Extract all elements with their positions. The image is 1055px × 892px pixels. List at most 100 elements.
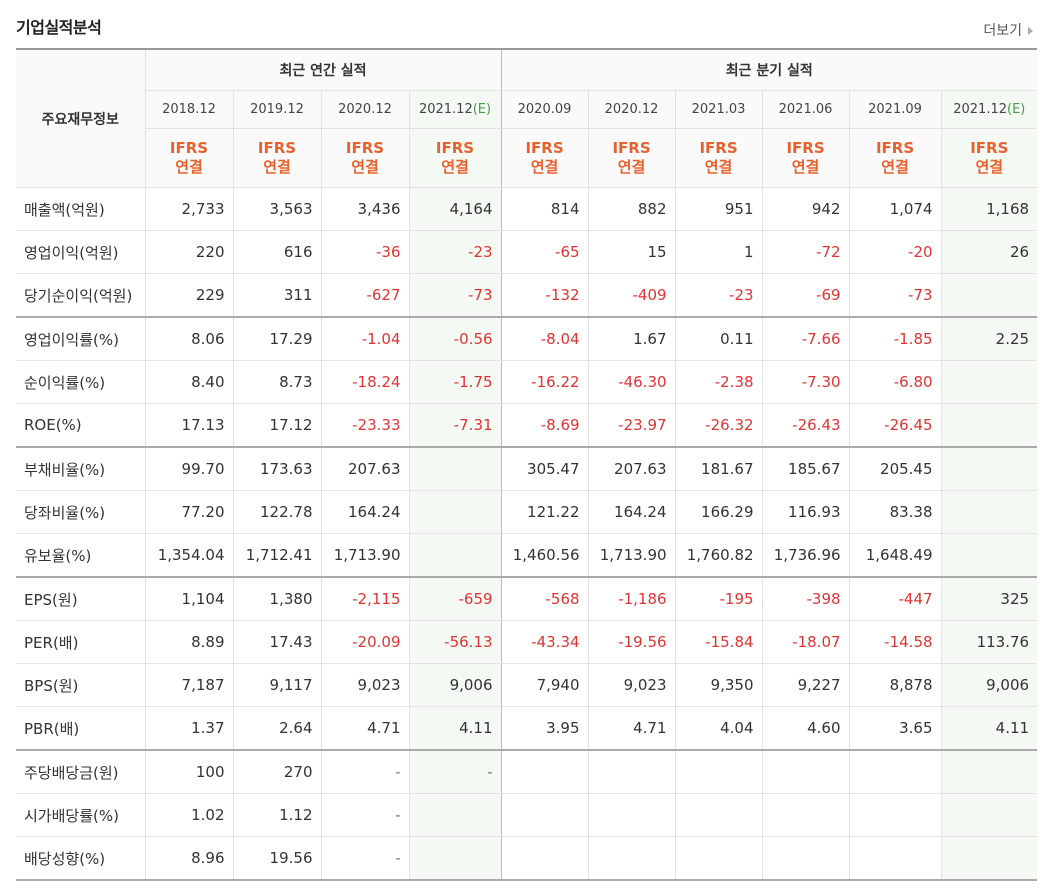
table-cell: -23.33 xyxy=(320,403,409,448)
row-label: 영업이익률(%) xyxy=(16,317,145,361)
table-cell: 1,460.56 xyxy=(500,533,589,578)
table-cell: -26.45 xyxy=(848,403,942,448)
table-cell: 1,168 xyxy=(940,187,1038,231)
table-cell xyxy=(587,750,676,794)
table-cell: -23 xyxy=(674,273,763,318)
ifrs-label: IFRS xyxy=(699,139,738,157)
period-header: 2020.09 xyxy=(500,90,589,129)
table-cell: -8.69 xyxy=(500,403,589,448)
table-cell: 164.24 xyxy=(320,490,409,534)
table-cell: 270 xyxy=(232,750,321,794)
more-link[interactable]: 더보기 xyxy=(983,20,1033,40)
table-cell xyxy=(674,750,763,794)
table-cell: 2.25 xyxy=(940,317,1038,361)
table-cell: 9,117 xyxy=(232,663,321,707)
table-cell: 4.60 xyxy=(761,706,850,751)
table-cell: -16.22 xyxy=(500,360,589,404)
consolidated-label: 연결 xyxy=(791,158,820,176)
table-cell: 1,712.41 xyxy=(232,533,321,578)
table-cell: 113.76 xyxy=(940,620,1038,664)
table-cell: -14.58 xyxy=(848,620,942,664)
table-row: EPS(원) 1,104 1,380 -2,115 -659 -568 -1,186 -195… xyxy=(16,577,1038,621)
table-row: PER(배) 8.89 17.43 -20.09 -56.13 -43.34 -19.56-… xyxy=(16,620,1038,664)
period-label: 2019.12 xyxy=(250,102,304,117)
table-cell: 1.67 xyxy=(587,317,676,361)
table-cell: -1.75 xyxy=(408,360,502,404)
ifrs-header: IFRS 연결 xyxy=(848,128,942,188)
table-cell: 207.63 xyxy=(587,447,676,491)
table-cell: 1,648.49 xyxy=(848,533,942,578)
table-cell: 8,878 xyxy=(848,663,942,707)
table-cell: 1,380 xyxy=(232,577,321,621)
ifrs-header: IFRS 연결 xyxy=(940,128,1038,188)
period-header: 2021.06 xyxy=(761,90,850,129)
table-cell xyxy=(940,490,1038,534)
table-cell: -132 xyxy=(500,273,589,318)
table-row: 당좌비율(%) 77.20 122.78 164.24 121.22 164.24 166.… xyxy=(16,490,1038,534)
ifrs-header: IFRS 연결 xyxy=(761,128,850,188)
table-cell: -1.85 xyxy=(848,317,942,361)
table-cell: 4.71 xyxy=(320,706,409,751)
period-label: 2021.06 xyxy=(778,102,833,117)
table-cell: -20 xyxy=(848,230,942,274)
table-cell: -73 xyxy=(848,273,942,318)
table-cell: 9,006 xyxy=(940,663,1038,707)
consolidated-label: 연결 xyxy=(175,158,203,176)
table-cell: -18.24 xyxy=(320,360,409,404)
row-label: 배당성향(%) xyxy=(16,836,145,881)
table-row: 영업이익(억원) 220 616 -36 -23 -65 15 1 -72 -20 26 xyxy=(16,230,1038,274)
ifrs-label: IFRS xyxy=(970,139,1009,157)
table-cell xyxy=(674,793,763,837)
table-cell: -65 xyxy=(500,230,589,274)
group-annual-header: 최근 연간 실적 xyxy=(144,48,502,91)
table-cell xyxy=(940,403,1038,448)
table-cell: -72 xyxy=(761,230,850,274)
table-cell xyxy=(500,793,589,837)
ifrs-header: IFRS 연결 xyxy=(674,128,763,188)
table-cell: 19.56 xyxy=(232,836,321,881)
table-cell: -56.13 xyxy=(408,620,502,664)
ifrs-label: IFRS xyxy=(345,139,385,157)
table-cell: 1,354.04 xyxy=(144,533,233,578)
ifrs-label: IFRS xyxy=(875,139,915,157)
table-cell: -2.38 xyxy=(674,360,763,404)
row-label: 시가배당률(%) xyxy=(16,793,145,837)
table-cell xyxy=(940,447,1038,491)
table-cell: 9,023 xyxy=(587,663,676,707)
table-cell: -7.30 xyxy=(761,360,850,404)
consolidated-label: 연결 xyxy=(881,158,909,176)
table-cell: 2,733 xyxy=(144,187,233,231)
table-cell: -398 xyxy=(761,577,850,621)
table-cell: 814 xyxy=(500,187,589,231)
table-cell: -7.66 xyxy=(761,317,850,361)
table-cell xyxy=(587,836,676,881)
table-cell: -447 xyxy=(848,577,942,621)
table-cell: -18.07 xyxy=(761,620,850,664)
table-cell: -409 xyxy=(587,273,676,318)
table-cell: 173.63 xyxy=(232,447,321,491)
table-cell: - xyxy=(320,836,409,881)
table-cell: -2,115 xyxy=(320,577,409,621)
table-cell: 99.70 xyxy=(144,447,233,491)
table-cell xyxy=(500,750,589,794)
table-cell: 17.29 xyxy=(232,317,321,361)
ifrs-header: IFRS 연결 xyxy=(144,128,233,188)
row-label: ROE(%) xyxy=(16,403,145,448)
financial-table: 주요재무정보 최근 연간 실적 최근 분기 실적 2018.12 2019.12 2… xyxy=(16,48,1038,881)
period-label: 2021.12 xyxy=(418,102,473,117)
table-cell: 4,164 xyxy=(408,187,502,231)
table-cell xyxy=(848,750,942,794)
ifrs-label: IFRS xyxy=(525,139,564,157)
ifrs-label: IFRS xyxy=(169,139,209,157)
table-cell: 305.47 xyxy=(500,447,589,491)
table-row: 영업이익률(%) 8.06 17.29 -1.04 -0.56 -8.04 1.67 0.11… xyxy=(16,317,1038,361)
row-label: 유보율(%) xyxy=(16,533,145,578)
table-cell: 8.96 xyxy=(144,836,233,881)
table-cell: 1.02 xyxy=(144,793,233,837)
table-cell xyxy=(940,273,1038,318)
row-label: 당기순이익(억원) xyxy=(16,273,145,318)
table-cell: -23.97 xyxy=(587,403,676,448)
table-cell: 8.73 xyxy=(232,360,321,404)
period-label: 2021.12 xyxy=(953,102,1007,117)
table-cell xyxy=(940,836,1038,881)
